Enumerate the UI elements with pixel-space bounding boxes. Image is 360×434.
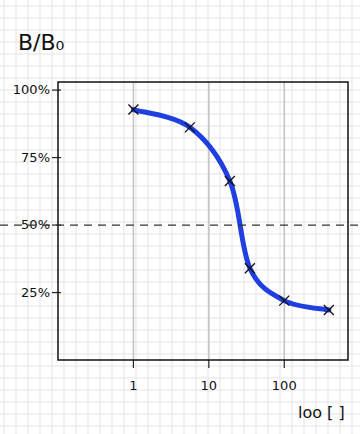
x-tick-label: 100 [272, 378, 297, 393]
paper-line [0, 138, 360, 139]
plot-frame [58, 82, 348, 360]
paper-line [0, 246, 360, 247]
paper-line [4, 0, 5, 434]
paper-line [0, 18, 360, 19]
y-tick [52, 89, 61, 90]
x-grid-line [208, 82, 210, 360]
data-marker [128, 105, 138, 115]
x-tick-label: 1 [129, 378, 137, 393]
paper-line [196, 0, 197, 434]
data-line [133, 110, 328, 311]
y-tick [52, 292, 61, 293]
paper-line [172, 0, 173, 434]
data-marker [185, 122, 195, 132]
paper-line [0, 366, 360, 367]
paper-line [244, 0, 245, 434]
paper-line [136, 0, 137, 434]
paper-line [88, 0, 89, 434]
paper-line [124, 0, 125, 434]
plot-area [128, 105, 333, 316]
paper-line [0, 90, 360, 91]
x-tick [284, 360, 285, 368]
paper-line [280, 0, 281, 434]
paper-line [0, 102, 360, 103]
paper-line [0, 174, 360, 175]
paper-line [0, 126, 360, 127]
paper-line [352, 0, 353, 434]
paper-line [0, 66, 360, 67]
paper-line [52, 0, 53, 434]
chart-root: 11010025%50%75%100%B/B₀loo [ ] [0, 0, 360, 434]
paper-line [0, 426, 360, 427]
x-tick [133, 360, 134, 368]
paper-line [148, 0, 149, 434]
graph-paper [0, 0, 360, 434]
paper-line [0, 78, 360, 79]
paper-line [292, 0, 293, 434]
paper-line [0, 318, 360, 319]
paper-line [0, 282, 360, 283]
paper-line [0, 210, 360, 211]
paper-line [328, 0, 329, 434]
paper-line [76, 0, 77, 434]
data-marker [324, 305, 334, 315]
x-grid-line [133, 82, 135, 360]
paper-line [0, 162, 360, 163]
y-tick [52, 157, 61, 158]
paper-line [112, 0, 113, 434]
paper-line [0, 222, 360, 223]
paper-line [220, 0, 221, 434]
paper-line [340, 0, 341, 434]
paper-line [0, 270, 360, 271]
reference-line [0, 224, 360, 225]
paper-line [100, 0, 101, 434]
paper-line [0, 234, 360, 235]
paper-line [0, 378, 360, 379]
paper-line [0, 6, 360, 7]
x-tick-label: 10 [201, 378, 218, 393]
paper-line [304, 0, 305, 434]
paper-line [0, 354, 360, 355]
paper-line [0, 294, 360, 295]
y-tick-label: 25% [21, 285, 50, 300]
paper-line [208, 0, 209, 434]
x-grid-line [283, 82, 285, 360]
paper-line [0, 390, 360, 391]
paper-line [16, 0, 17, 434]
paper-line [0, 186, 360, 187]
chart-svg: 11010025%50%75%100%B/B₀loo [ ] [0, 0, 360, 434]
paper-line [316, 0, 317, 434]
paper-line [64, 0, 65, 434]
x-tick [208, 360, 209, 368]
paper-line [184, 0, 185, 434]
paper-line [0, 258, 360, 259]
data-marker [279, 296, 289, 306]
x-axis-label: loo [ ] [298, 403, 345, 422]
paper-line [268, 0, 269, 434]
paper-line [0, 342, 360, 343]
y-axis-label: B/B₀ [18, 30, 65, 55]
y-tick-label: 75% [21, 150, 50, 165]
paper-line [160, 0, 161, 434]
paper-line [0, 330, 360, 331]
data-marker [225, 176, 235, 186]
paper-line [0, 150, 360, 151]
data-marker [245, 263, 255, 273]
paper-line [232, 0, 233, 434]
y-tick-label: 100% [13, 82, 50, 97]
paper-line [256, 0, 257, 434]
paper-line [0, 114, 360, 115]
paper-line [0, 198, 360, 199]
